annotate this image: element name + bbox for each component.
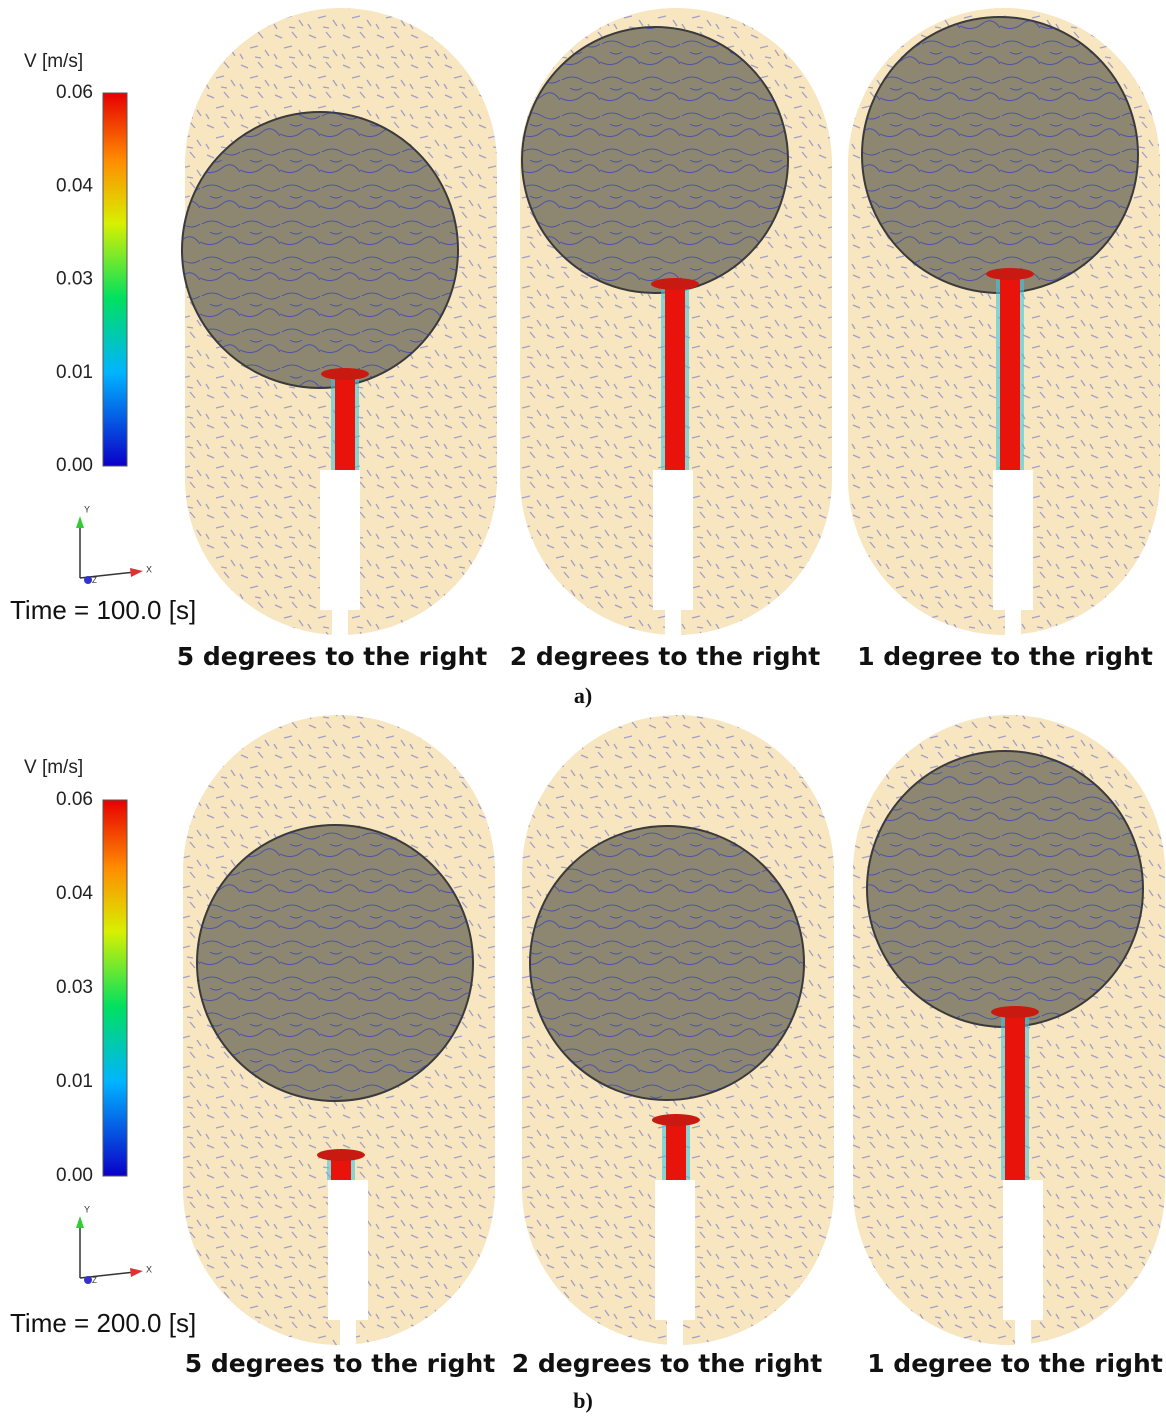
axis-z (84, 576, 92, 584)
axis-y-arrow (76, 516, 84, 528)
axis-x-label: X (146, 1264, 152, 1274)
inlet-tube (993, 470, 1033, 610)
inlet-tube (653, 470, 693, 610)
inlet-tube (1003, 1180, 1043, 1320)
axis-z-label: Z (92, 1276, 97, 1285)
panel-label: a) (574, 683, 592, 708)
colorbar-tick-label: 0.04 (56, 883, 93, 904)
droplet-flow (522, 27, 788, 293)
colorbar-tick-label: 0.00 (56, 1165, 93, 1186)
colorbar-title: V [m/s] (24, 51, 83, 72)
inlet-tube (655, 1180, 695, 1320)
colorbar-tick-label: 0.06 (56, 789, 93, 810)
colorbar-tick-label: 0.06 (56, 82, 93, 103)
droplet-flow (867, 751, 1143, 1027)
jet-cap (321, 368, 369, 380)
colorbar-tick-label: 0.01 (56, 1071, 93, 1092)
inlet-neck (665, 605, 681, 637)
figure: V [m/s] 0.06 0.04 0.03 0.01 0.00 Y X Z Time = 100… (0, 0, 1166, 1416)
droplet-flow (197, 825, 473, 1101)
jet-cap (991, 1006, 1039, 1018)
jet (1000, 272, 1020, 470)
colorbar-tick-label: 0.03 (56, 977, 93, 998)
colorbar (103, 93, 127, 466)
caption: 2 degrees to the right (512, 1349, 822, 1378)
caption: 1 degree to the right (867, 1349, 1163, 1378)
inlet-neck (667, 1315, 683, 1347)
jet (665, 282, 685, 470)
colorbar-tick-label: 0.03 (56, 269, 93, 290)
axis-x-label: X (146, 564, 152, 574)
jet-cap (317, 1149, 365, 1161)
colorbar-title: V [m/s] (24, 757, 83, 778)
colorbar (103, 800, 127, 1176)
axis-x-arrow (130, 1268, 143, 1277)
panel-label: b) (573, 1388, 593, 1413)
droplet-flow (530, 826, 804, 1100)
caption: 2 degrees to the right (510, 642, 820, 671)
jet-cap (651, 278, 699, 290)
inlet-neck (332, 605, 348, 637)
inlet-tube (320, 470, 360, 610)
caption: 5 degrees to the right (177, 642, 487, 671)
axis-y-label: Y (84, 504, 90, 514)
droplet-flow (182, 112, 458, 388)
axis-y-label: Y (84, 1204, 90, 1214)
colorbar-tick-label: 0.00 (56, 455, 93, 476)
caption: 1 degree to the right (857, 642, 1153, 671)
jet-cap (652, 1114, 700, 1126)
time-label: Time = 200.0 [s] (10, 1308, 196, 1338)
inlet-neck (340, 1315, 356, 1347)
jet (666, 1118, 686, 1180)
droplet-flow (862, 17, 1138, 293)
caption: 5 degrees to the right (185, 1349, 495, 1378)
axis-z-label: Z (92, 576, 97, 585)
colorbar-tick-label: 0.04 (56, 175, 93, 196)
axis-x-arrow (130, 568, 143, 577)
time-label: Time = 100.0 [s] (10, 595, 196, 625)
axis-y-arrow (76, 1216, 84, 1228)
jet (1005, 1010, 1025, 1180)
axis-z (84, 1276, 92, 1284)
inlet-neck (1005, 605, 1021, 637)
colorbar-tick-label: 0.01 (56, 362, 93, 383)
inlet-neck (1015, 1315, 1031, 1347)
jet-cap (986, 268, 1034, 280)
jet (335, 372, 355, 470)
inlet-tube (328, 1180, 368, 1320)
